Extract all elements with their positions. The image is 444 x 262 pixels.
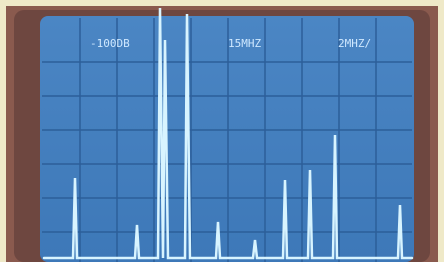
page: {"screen": {"readouts": {"reference_leve… xyxy=(0,0,444,262)
photo: -100DB 15MHZ 2MHZ/ xyxy=(0,0,444,262)
reference-level: -100DB xyxy=(90,37,130,50)
screen xyxy=(40,16,414,262)
span: 2MHZ/ xyxy=(338,37,371,50)
center-frequency: 15MHZ xyxy=(228,37,261,50)
